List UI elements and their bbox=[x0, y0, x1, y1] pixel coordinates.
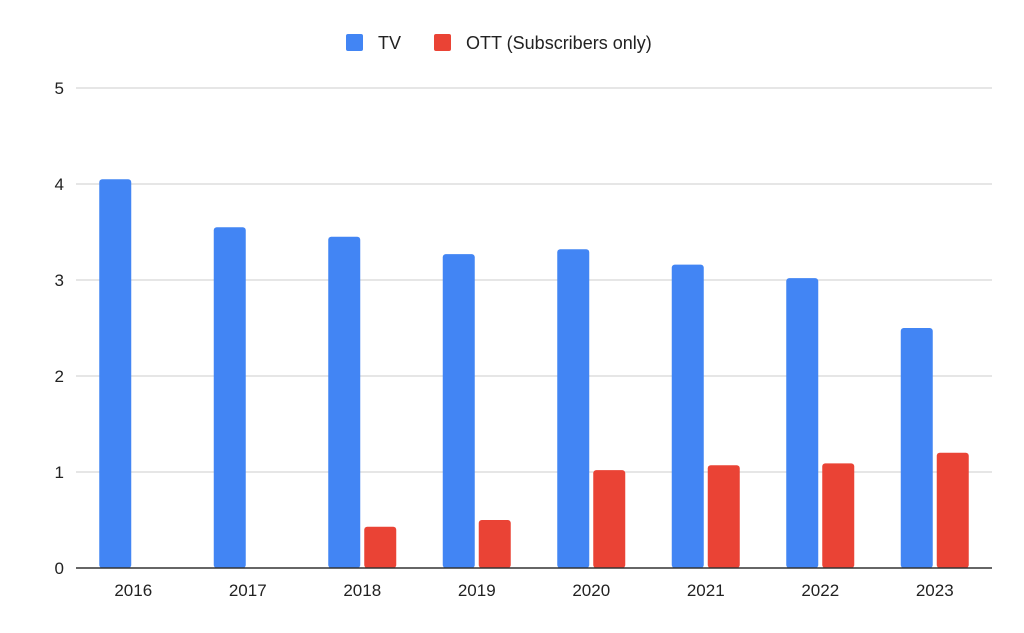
bar-tv-2020 bbox=[557, 249, 590, 568]
bar-tv-2021 bbox=[671, 264, 704, 568]
bar-ott-2019 bbox=[478, 520, 511, 568]
legend-label-tv: TV bbox=[378, 33, 401, 53]
x-tick-label: 2020 bbox=[572, 581, 610, 600]
x-axis-tick-labels: 2016 2017 2018 2019 2020 2021 2022 2023 bbox=[114, 581, 953, 600]
x-tick-label: 2018 bbox=[343, 581, 381, 600]
bar-tv-2022 bbox=[786, 278, 819, 568]
legend-swatch-tv bbox=[346, 34, 363, 51]
x-tick-label: 2019 bbox=[458, 581, 496, 600]
x-tick-label: 2022 bbox=[801, 581, 839, 600]
x-tick-label: 2017 bbox=[229, 581, 267, 600]
legend-swatch-ott bbox=[434, 34, 451, 51]
x-tick-label: 2021 bbox=[687, 581, 725, 600]
legend-label-ott: OTT (Subscribers only) bbox=[466, 33, 652, 53]
gridlines bbox=[76, 87, 992, 473]
y-tick-label: 2 bbox=[55, 367, 64, 386]
bar-ott-2020 bbox=[593, 470, 626, 568]
bar-ott-2023 bbox=[936, 452, 969, 568]
y-tick-label: 5 bbox=[55, 79, 64, 98]
x-tick-label: 2023 bbox=[916, 581, 954, 600]
legend: TV OTT (Subscribers only) bbox=[346, 33, 652, 53]
bar-ott-2021 bbox=[707, 465, 740, 568]
bar-ott-2022 bbox=[822, 463, 855, 568]
y-axis-tick-labels: 0 1 2 3 4 5 bbox=[55, 79, 64, 578]
bars bbox=[99, 179, 969, 569]
bar-tv-2017 bbox=[213, 227, 246, 568]
y-tick-label: 1 bbox=[55, 463, 64, 482]
bar-tv-2018 bbox=[328, 236, 361, 569]
bar-tv-2019 bbox=[442, 254, 475, 568]
y-tick-label: 3 bbox=[55, 271, 64, 290]
x-tick-label: 2016 bbox=[114, 581, 152, 600]
y-tick-label: 0 bbox=[55, 559, 64, 578]
bar-tv-2023 bbox=[900, 328, 933, 568]
y-tick-label: 4 bbox=[55, 175, 64, 194]
bar-ott-2018 bbox=[364, 526, 397, 568]
bar-tv-2016 bbox=[99, 179, 132, 568]
